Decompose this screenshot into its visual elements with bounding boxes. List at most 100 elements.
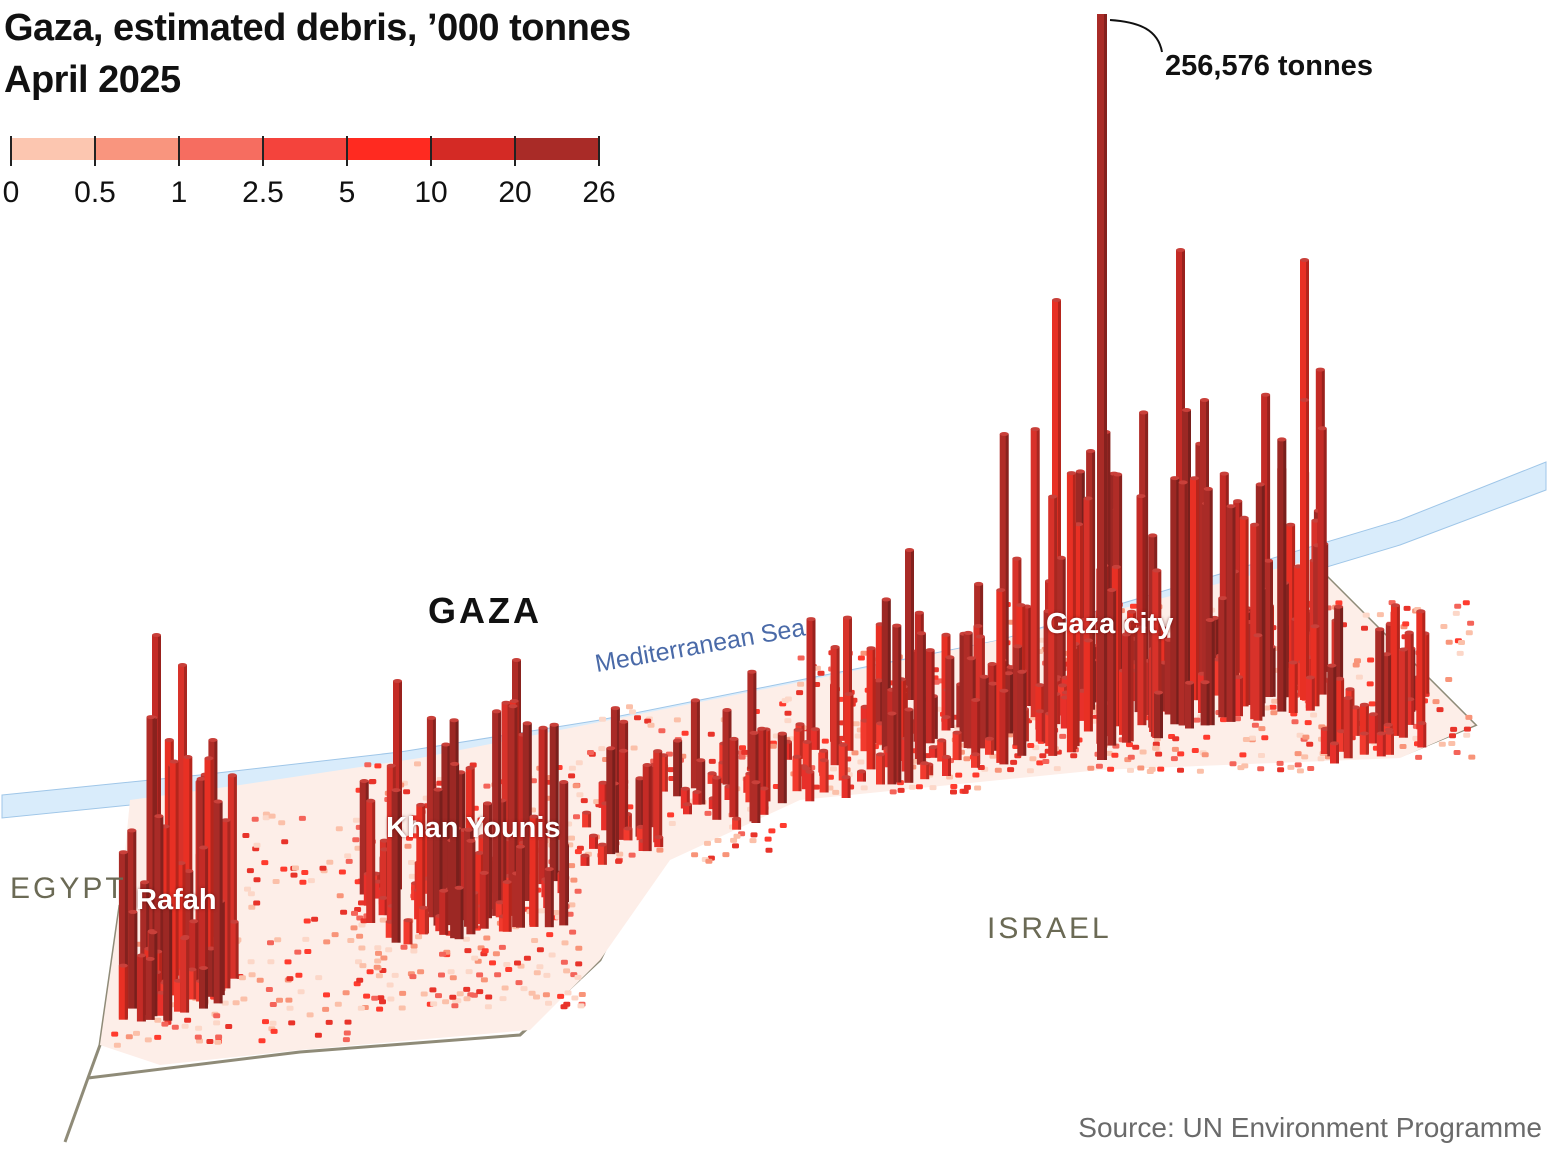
debris-cell (955, 772, 963, 778)
debris-cell (303, 918, 311, 924)
debris-bar-shade (686, 788, 690, 809)
debris-cell (769, 743, 777, 749)
debris-bar-shade (603, 844, 607, 865)
debris-bar-shade (397, 790, 401, 943)
debris-bar (1078, 690, 1088, 721)
debris-cell (262, 815, 270, 821)
debris-bar-shade (1396, 605, 1400, 736)
debris-bar-top (751, 780, 761, 785)
debris-cell (950, 784, 958, 789)
debris-cell (1462, 600, 1470, 606)
debris-cell (360, 918, 368, 924)
debris-bar-top (1390, 603, 1400, 608)
debris-cell (285, 997, 293, 1003)
debris-cell (214, 1039, 222, 1045)
debris-cell (1171, 746, 1179, 752)
debris-cell (708, 758, 716, 764)
legend-label: 26 (582, 176, 616, 209)
debris-bar-shade (1191, 682, 1194, 729)
debris-bar-top (866, 646, 876, 651)
debris-cell (267, 940, 274, 946)
debris-bar (479, 872, 489, 929)
debris-cell (171, 1024, 179, 1030)
debris-cell (634, 715, 641, 721)
debris-cell (989, 753, 997, 759)
debris-cell (546, 932, 554, 938)
debris-bar (441, 744, 451, 892)
debris-bar-top (1335, 676, 1345, 681)
debris-bar-top (1154, 690, 1163, 695)
debris-cell (408, 873, 416, 879)
debris-cell (1257, 766, 1265, 772)
debris-bar-top (1286, 522, 1296, 527)
debris-cell (781, 698, 789, 704)
debris-bar-shade (977, 700, 981, 764)
debris-bar-shade (565, 782, 569, 926)
debris-bar (1368, 714, 1378, 744)
debris-cell (144, 1037, 152, 1043)
debris-bar (747, 671, 757, 770)
debris-bar-top (184, 869, 194, 873)
debris-bar (403, 920, 413, 945)
debris-bar-top (1137, 625, 1147, 630)
debris-bar (169, 761, 179, 996)
debris-bar-top (914, 610, 924, 615)
debris-bar-shade (836, 647, 840, 766)
debris-bar-shade (1023, 671, 1027, 756)
debris-cell (1087, 765, 1095, 771)
debris-bar (450, 763, 460, 939)
debris-bar-shade (616, 708, 620, 809)
debris-bar-shade (1333, 665, 1337, 757)
debris-cell (498, 944, 506, 950)
debris-bar-top (1203, 486, 1213, 491)
debris-cell (483, 935, 491, 941)
debris-cell (247, 891, 255, 897)
debris-cell (221, 1000, 229, 1006)
legend-tick (598, 136, 600, 166)
debris-cell (830, 766, 837, 772)
debris-bar-top (227, 773, 237, 778)
debris-cell (963, 784, 971, 790)
debris-cell (667, 812, 675, 818)
debris-bar-top (1052, 298, 1061, 302)
debris-bar-top (433, 787, 443, 792)
debris-cell (358, 900, 365, 906)
debris-bar-top (164, 738, 174, 742)
debris-cell (563, 968, 571, 974)
debris-bar-shade (1306, 400, 1309, 700)
debris-cell (628, 852, 636, 858)
max-annotation-label: 256,576 tonnes (1165, 50, 1373, 82)
debris-bar-top (1383, 722, 1393, 727)
debris-cell (626, 704, 633, 710)
debris-bar (508, 706, 518, 916)
debris-bar (1390, 605, 1400, 736)
debris-bar-shade (1089, 498, 1093, 715)
debris-bar-top (140, 880, 150, 885)
debris-bar (920, 763, 930, 780)
debris-cell (575, 945, 583, 951)
legend-label: 5 (338, 176, 356, 209)
debris-bar-shade (186, 938, 190, 1013)
debris-bar (724, 786, 734, 800)
debris-cell (1465, 630, 1473, 636)
debris-cell (335, 826, 343, 832)
debris-bar-top (1345, 687, 1355, 692)
debris-cell (832, 789, 840, 795)
debris-cell (369, 779, 377, 784)
debris-bar-top (1013, 644, 1023, 649)
debris-cell (1403, 605, 1411, 611)
debris-bar (1277, 439, 1287, 712)
debris-cell (573, 814, 580, 820)
debris-bar-shade (588, 812, 592, 828)
debris-bar (544, 869, 554, 928)
debris-bar-shade (1057, 694, 1061, 725)
debris-cell (707, 731, 715, 737)
debris-cell (813, 665, 821, 671)
debris-bar (1416, 611, 1426, 730)
debris-bar-shade (1404, 649, 1408, 738)
debris-cell (647, 722, 655, 728)
debris-cell (852, 721, 860, 727)
debris-bar-shade (844, 744, 848, 781)
debris-bar-top (606, 746, 616, 751)
debris-cell (503, 962, 511, 967)
